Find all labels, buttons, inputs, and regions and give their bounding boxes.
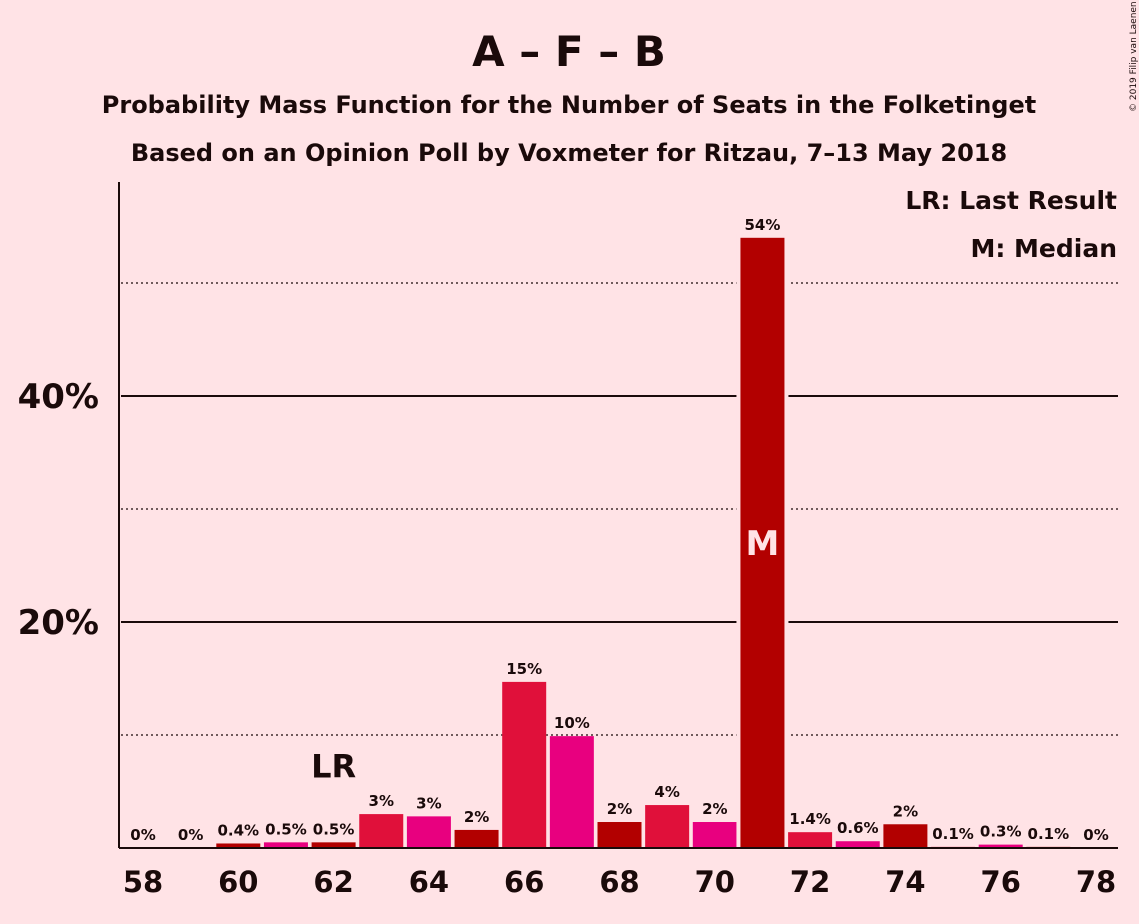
y-tick-label: 40% — [18, 377, 99, 417]
data-label-60: 0.4% — [217, 821, 259, 839]
bar-63 — [359, 814, 404, 848]
last-result-marker: LR — [311, 747, 356, 785]
x-tick-label: 76 — [981, 865, 1021, 899]
data-label-77: 0.1% — [1028, 825, 1070, 843]
data-label-75: 0.1% — [932, 825, 974, 843]
x-axis-ticks: 58 60 62 64 66 68 70 72 74 76 78 — [123, 865, 1116, 899]
legend-last-result: LR: Last Result — [905, 186, 1117, 215]
median-marker: M — [746, 524, 780, 564]
bar-67 — [549, 736, 594, 848]
bar-62 — [311, 842, 356, 848]
data-label-74: 2% — [893, 802, 918, 820]
copyright-notice: © 2019 Filip van Laenen — [1129, 1, 1139, 112]
data-label-61: 0.5% — [265, 820, 307, 838]
bar-70 — [692, 822, 737, 848]
bar-72 — [788, 832, 833, 848]
bar-73 — [835, 841, 880, 848]
x-tick-label: 60 — [218, 865, 258, 899]
bar-61 — [263, 842, 308, 848]
bars — [216, 233, 1071, 849]
bar-65 — [454, 829, 499, 848]
x-tick-label: 62 — [313, 865, 353, 899]
x-tick-label: 58 — [123, 865, 163, 899]
data-label-78: 0% — [1083, 826, 1108, 844]
data-label-63: 3% — [369, 792, 394, 810]
legend-median: M: Median — [970, 234, 1117, 263]
x-tick-label: 70 — [695, 865, 735, 899]
data-label-68: 2% — [607, 800, 632, 818]
data-label-69: 4% — [654, 783, 679, 801]
bar-64 — [406, 816, 451, 848]
y-tick-label: 20% — [18, 603, 99, 643]
y-axis-ticks: 20% 40% — [18, 377, 99, 643]
gridlines — [121, 282, 1118, 736]
chart-source: Based on an Opinion Poll by Voxmeter for… — [131, 139, 1007, 167]
x-tick-label: 78 — [1076, 865, 1116, 899]
data-label-67: 10% — [554, 714, 590, 732]
bar-68 — [597, 822, 642, 848]
data-label-72: 1.4% — [789, 810, 831, 828]
chart-subtitle: Probability Mass Function for the Number… — [102, 91, 1036, 119]
data-label-62: 0.5% — [313, 820, 355, 838]
bar-76 — [978, 844, 1023, 848]
x-tick-label: 68 — [599, 865, 639, 899]
bar-71 — [740, 237, 785, 849]
bar-74 — [883, 824, 928, 848]
data-label-76: 0.3% — [980, 823, 1022, 841]
data-label-71: 54% — [744, 216, 780, 234]
bar-66 — [502, 681, 547, 848]
data-labels: 0% 0% 0.4% 0.5% 0.5% 3% 3% 2% 15% 10% 2% 4% 2% 54% 1.4… — [130, 216, 1108, 844]
x-tick-label: 64 — [409, 865, 449, 899]
x-tick-label: 72 — [790, 865, 830, 899]
x-tick-label: 74 — [885, 865, 925, 899]
data-label-58: 0% — [130, 826, 155, 844]
data-label-65: 2% — [464, 808, 489, 826]
data-label-59: 0% — [178, 826, 203, 844]
bar-69 — [645, 805, 690, 848]
data-label-73: 0.6% — [837, 819, 879, 837]
data-label-70: 2% — [702, 800, 727, 818]
bar-60 — [216, 843, 261, 848]
data-label-66: 15% — [506, 660, 542, 678]
chart-title: A – F – B — [472, 27, 666, 76]
x-tick-label: 66 — [504, 865, 544, 899]
data-label-64: 3% — [416, 794, 441, 812]
